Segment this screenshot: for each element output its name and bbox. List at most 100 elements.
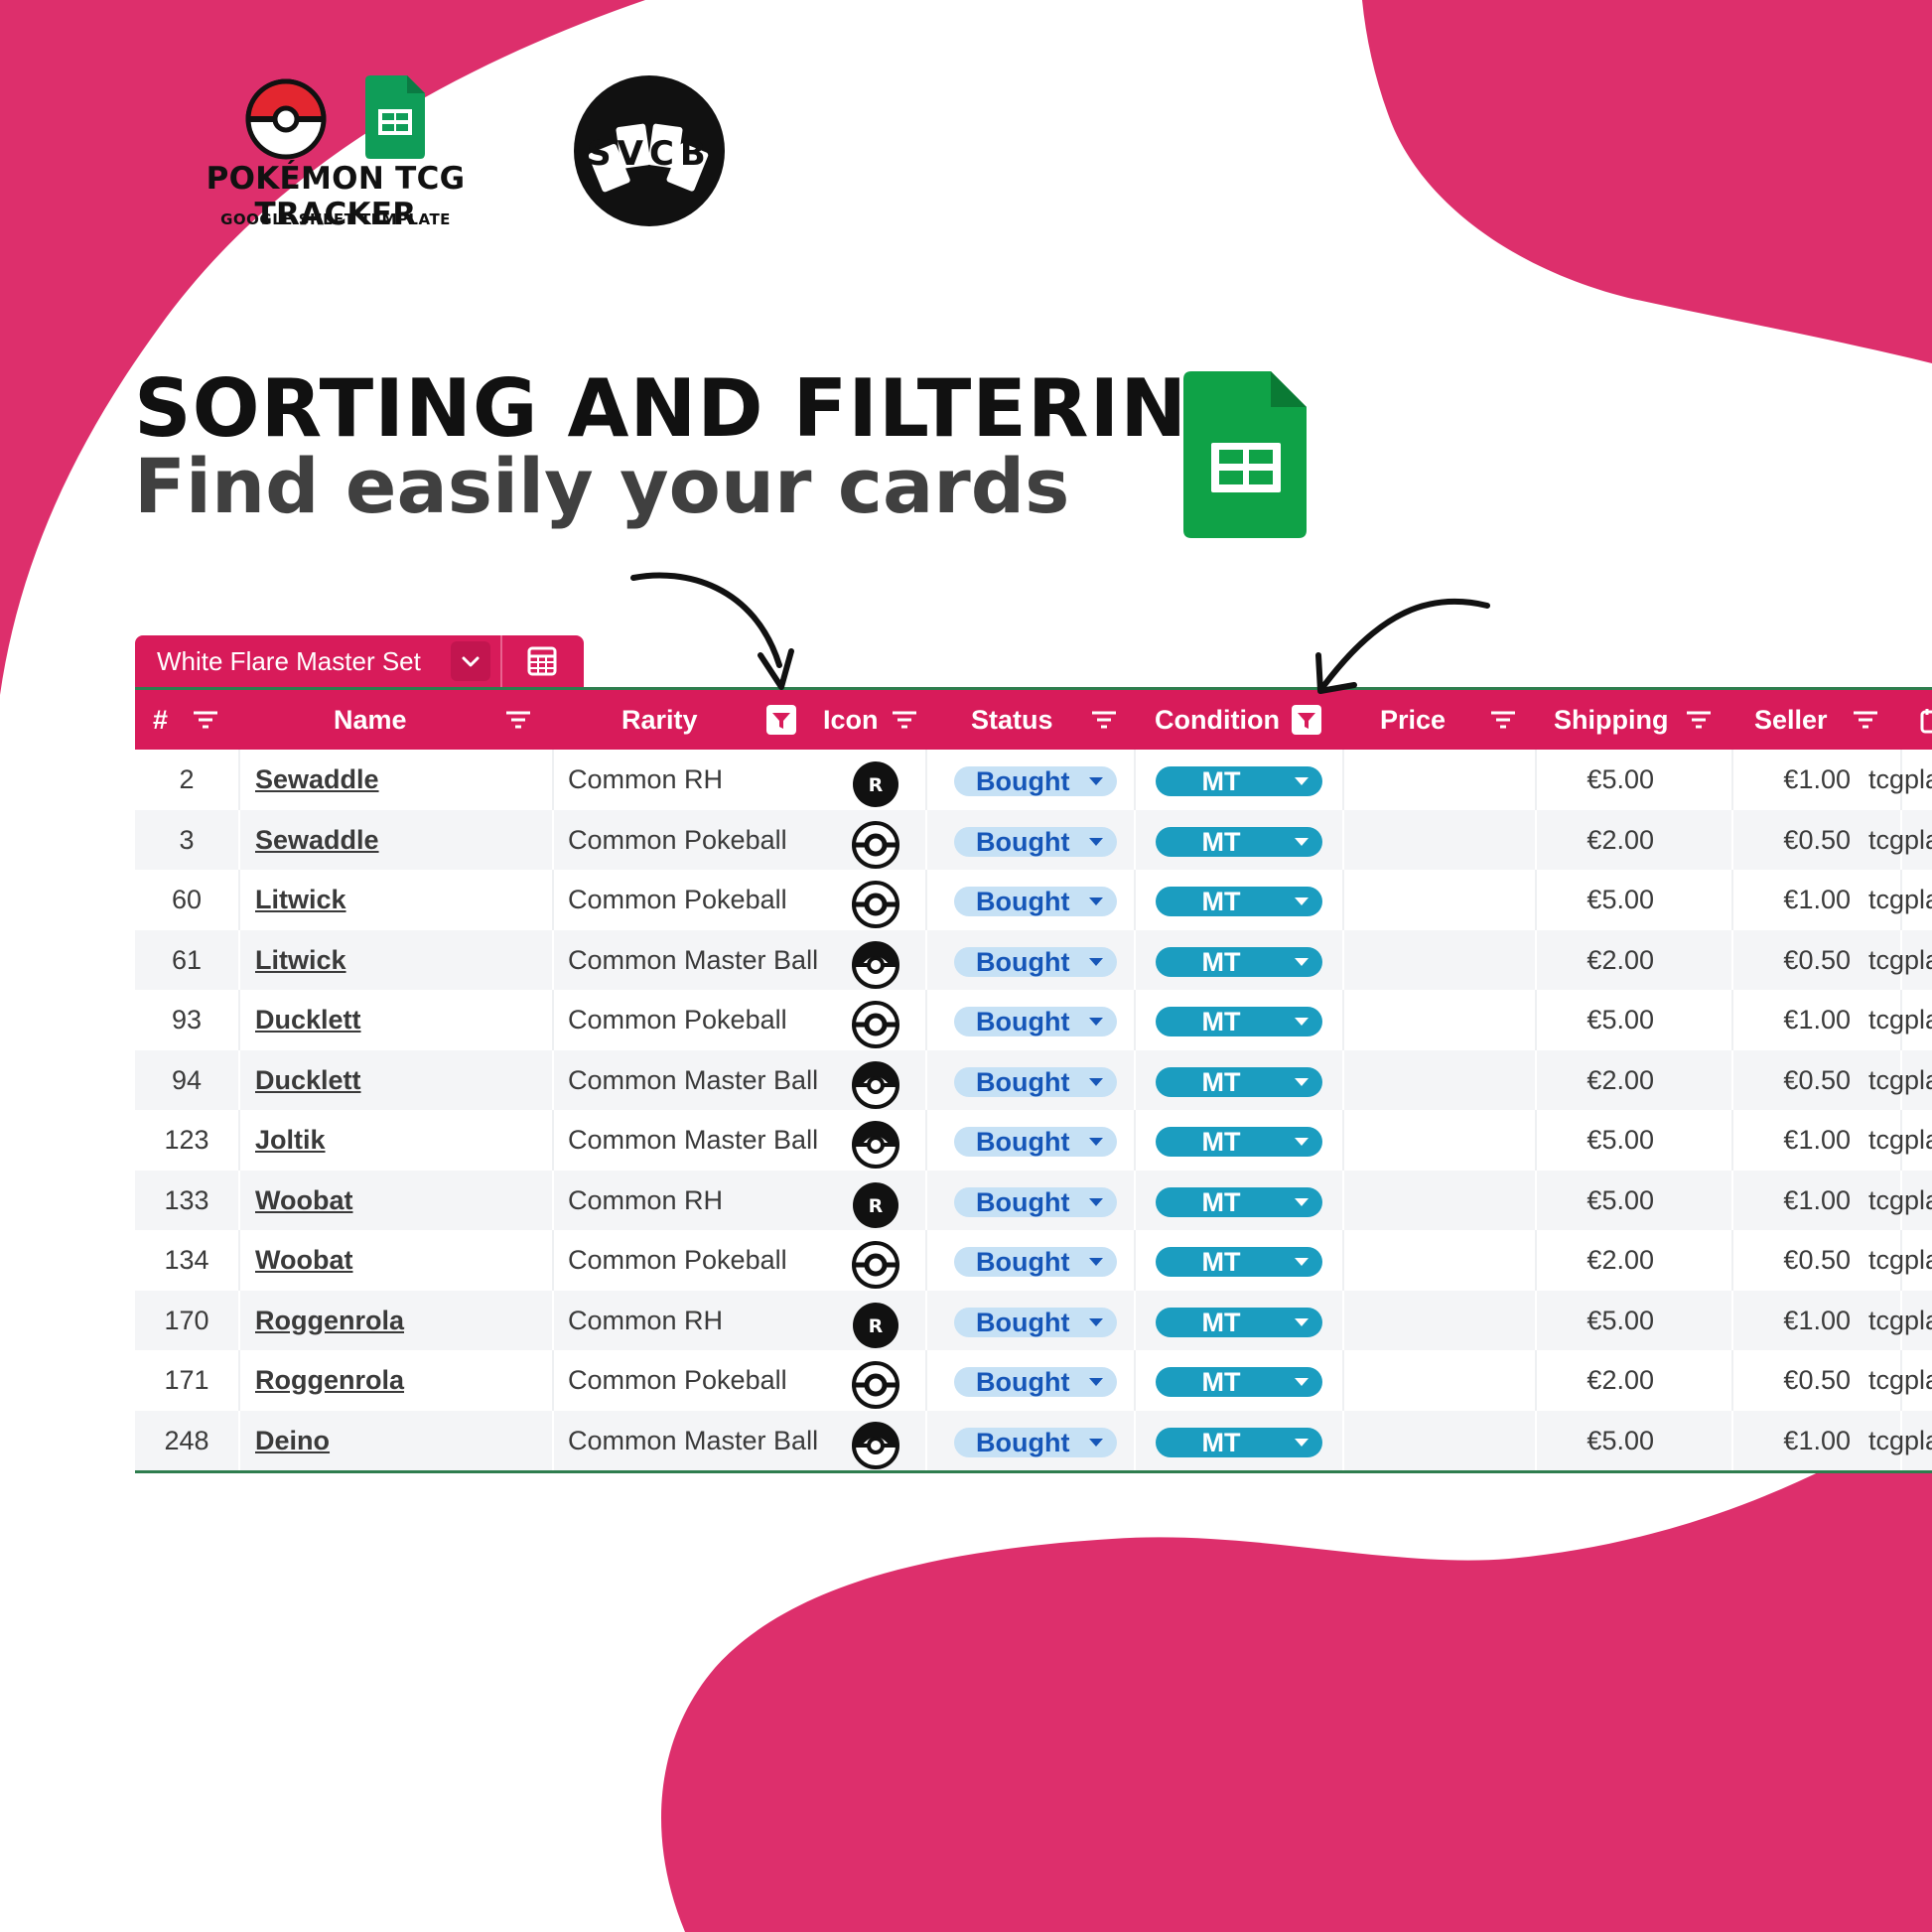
cell-price: €2.00 bbox=[1587, 824, 1654, 855]
table-row[interactable]: 248 Deino Common Master Ball Bought MT €5.00 €… bbox=[135, 1410, 1932, 1470]
cell-seller: tcgplayer bbox=[1868, 1184, 1932, 1215]
table-row[interactable]: 133 Woobat Common RH R Bought MT €5.00 €1.00 tcg… bbox=[135, 1170, 1932, 1230]
cell-rarity: Common Pokeball bbox=[568, 885, 787, 914]
table-view-button[interactable] bbox=[522, 641, 562, 681]
cell-rarity: Common Pokeball bbox=[568, 824, 787, 855]
condition-dropdown[interactable]: MT bbox=[1156, 1127, 1322, 1157]
table-header-row: # Name Rarity Icon Status Condition Pric… bbox=[135, 687, 1932, 750]
condition-dropdown[interactable]: MT bbox=[1156, 887, 1322, 916]
column-divider bbox=[1342, 1230, 1344, 1291]
table-row[interactable]: 61 Litwick Common Master Ball Bought MT €2.00… bbox=[135, 929, 1932, 990]
master-ball-icon bbox=[851, 1120, 900, 1170]
table-row[interactable]: 93 Ducklett Common Pokeball Bought MT €5.00 €1… bbox=[135, 990, 1932, 1050]
condition-dropdown[interactable]: MT bbox=[1156, 1247, 1322, 1277]
sort-icon[interactable] bbox=[1490, 711, 1516, 729]
sort-icon[interactable] bbox=[892, 711, 917, 729]
sort-icon[interactable] bbox=[1091, 711, 1117, 729]
cell-rarity: Common Master Ball bbox=[568, 1125, 819, 1155]
table-row[interactable]: 3 Sewaddle Common Pokeball Bought MT €2.00 €0.… bbox=[135, 809, 1932, 870]
status-dropdown[interactable]: Bought bbox=[954, 1007, 1117, 1036]
cell-seller: tcgplayer bbox=[1868, 944, 1932, 975]
status-dropdown[interactable]: Bought bbox=[954, 766, 1117, 796]
cell-price: €5.00 bbox=[1587, 885, 1654, 914]
subheadline: Find easily your cards bbox=[134, 442, 1070, 530]
cell-name-link[interactable]: Woobat bbox=[255, 1184, 353, 1215]
condition-dropdown[interactable]: MT bbox=[1156, 1367, 1322, 1397]
cell-num: 3 bbox=[179, 824, 195, 855]
sort-icon[interactable] bbox=[1686, 711, 1712, 729]
cell-shipping: €0.50 bbox=[1783, 944, 1851, 975]
status-dropdown[interactable]: Bought bbox=[954, 1427, 1117, 1457]
cell-name-link[interactable]: Roggenrola bbox=[255, 1365, 405, 1395]
column-divider bbox=[1535, 809, 1537, 870]
cell-shipping: €0.50 bbox=[1783, 1245, 1851, 1275]
cell-name-link[interactable]: Litwick bbox=[255, 885, 346, 914]
sort-icon[interactable] bbox=[1853, 711, 1878, 729]
cell-name-link[interactable]: Sewaddle bbox=[255, 764, 379, 794]
condition-filter-active-icon[interactable] bbox=[1292, 705, 1321, 735]
table-row[interactable]: 94 Ducklett Common Master Ball Bought MT €2.0… bbox=[135, 1049, 1932, 1110]
cell-name-link[interactable]: Sewaddle bbox=[255, 824, 379, 855]
cell-name-link[interactable]: Deino bbox=[255, 1425, 331, 1455]
status-dropdown[interactable]: Bought bbox=[954, 1186, 1117, 1217]
cell-name-link[interactable]: Litwick bbox=[255, 944, 346, 975]
column-divider bbox=[552, 990, 554, 1050]
header-num: # bbox=[153, 705, 169, 735]
condition-dropdown[interactable]: MT bbox=[1156, 1186, 1322, 1217]
sheet-tab[interactable]: White Flare Master Set bbox=[135, 635, 584, 687]
svg-text:R: R bbox=[869, 1195, 884, 1217]
status-dropdown[interactable]: Bought bbox=[954, 887, 1117, 916]
svcb-badge-logo: SVCB bbox=[574, 75, 725, 226]
cell-name-link[interactable]: Joltik bbox=[255, 1125, 326, 1155]
cell-rarity: Common Master Ball bbox=[568, 944, 819, 975]
status-value: Bought bbox=[976, 1186, 1070, 1217]
arrow-to-condition-filter-icon bbox=[1315, 598, 1490, 694]
table-row[interactable]: 2 Sewaddle Common RH R Bought MT €5.00 €1.00 tcg… bbox=[135, 750, 1932, 810]
condition-dropdown[interactable]: MT bbox=[1156, 1007, 1322, 1036]
table-row[interactable]: 60 Litwick Common Pokeball Bought MT €5.00 €1.… bbox=[135, 870, 1932, 930]
table-row[interactable]: 170 Roggenrola Common RH R Bought MT €5.00 €1.0… bbox=[135, 1290, 1932, 1350]
status-dropdown[interactable]: Bought bbox=[954, 1247, 1117, 1277]
condition-dropdown[interactable]: MT bbox=[1156, 766, 1322, 796]
cell-name-link[interactable]: Ducklett bbox=[255, 1064, 361, 1095]
table-row[interactable]: 134 Woobat Common Pokeball Bought MT €2.00 €0.… bbox=[135, 1230, 1932, 1291]
status-dropdown[interactable]: Bought bbox=[954, 946, 1117, 977]
condition-dropdown[interactable]: MT bbox=[1156, 946, 1322, 977]
column-divider bbox=[1900, 1230, 1902, 1291]
column-divider bbox=[552, 1230, 554, 1291]
condition-dropdown[interactable]: MT bbox=[1156, 1427, 1322, 1457]
column-divider bbox=[1342, 1290, 1344, 1350]
table-row[interactable]: 123 Joltik Common Master Ball Bought MT €5.00… bbox=[135, 1110, 1932, 1171]
header-shipping: Shipping bbox=[1554, 705, 1669, 735]
dropdown-arrow-icon bbox=[1295, 1018, 1309, 1026]
column-divider bbox=[925, 1290, 927, 1350]
dropdown-arrow-icon bbox=[1089, 897, 1103, 905]
status-dropdown[interactable]: Bought bbox=[954, 1066, 1117, 1097]
cell-name-link[interactable]: Ducklett bbox=[255, 1005, 361, 1035]
column-divider bbox=[1731, 1170, 1733, 1230]
column-divider bbox=[1342, 870, 1344, 930]
cell-name-link[interactable]: Woobat bbox=[255, 1245, 353, 1275]
status-dropdown[interactable]: Bought bbox=[954, 1367, 1117, 1397]
sheet-menu-button[interactable] bbox=[451, 641, 490, 681]
condition-dropdown[interactable]: MT bbox=[1156, 1307, 1322, 1337]
arrow-to-rarity-filter-icon bbox=[630, 572, 794, 690]
status-dropdown[interactable]: Bought bbox=[954, 1307, 1117, 1337]
column-divider bbox=[552, 809, 554, 870]
cell-name-link[interactable]: Roggenrola bbox=[255, 1305, 405, 1335]
column-divider bbox=[1134, 809, 1136, 870]
condition-dropdown[interactable]: MT bbox=[1156, 1066, 1322, 1097]
table-row[interactable]: 171 Roggenrola Common Pokeball Bought MT €2.0… bbox=[135, 1350, 1932, 1411]
column-divider bbox=[1900, 1350, 1902, 1411]
cell-price: €5.00 bbox=[1587, 1184, 1654, 1215]
column-divider bbox=[1535, 1170, 1537, 1230]
status-dropdown[interactable]: Bought bbox=[954, 1127, 1117, 1157]
condition-value: MT bbox=[1201, 887, 1241, 916]
sort-icon[interactable] bbox=[193, 711, 218, 729]
sort-icon[interactable] bbox=[505, 711, 531, 729]
cell-num: 61 bbox=[171, 944, 203, 975]
condition-dropdown[interactable]: MT bbox=[1156, 826, 1322, 857]
status-dropdown[interactable]: Bought bbox=[954, 826, 1117, 857]
rarity-filter-active-icon[interactable] bbox=[766, 705, 796, 735]
svg-text:R: R bbox=[869, 774, 884, 796]
